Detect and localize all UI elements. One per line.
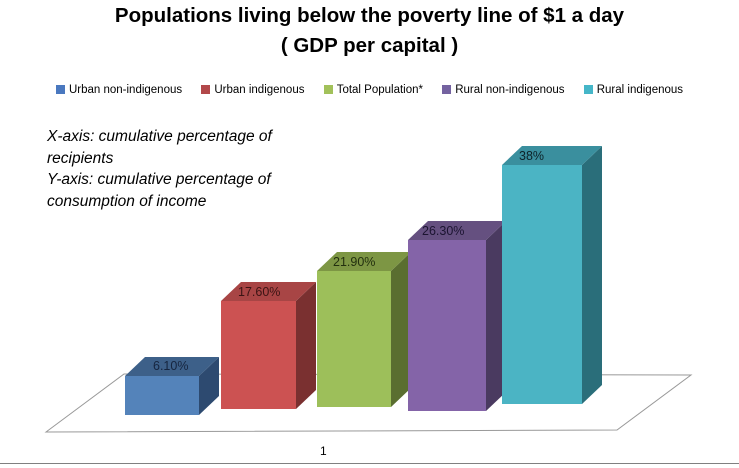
- svg-text:17.60%: 17.60%: [238, 285, 280, 299]
- svg-text:38%: 38%: [519, 149, 544, 163]
- svg-text:6.10%: 6.10%: [153, 359, 188, 373]
- svg-text:21.90%: 21.90%: [333, 255, 375, 269]
- svg-text:26.30%: 26.30%: [422, 224, 464, 238]
